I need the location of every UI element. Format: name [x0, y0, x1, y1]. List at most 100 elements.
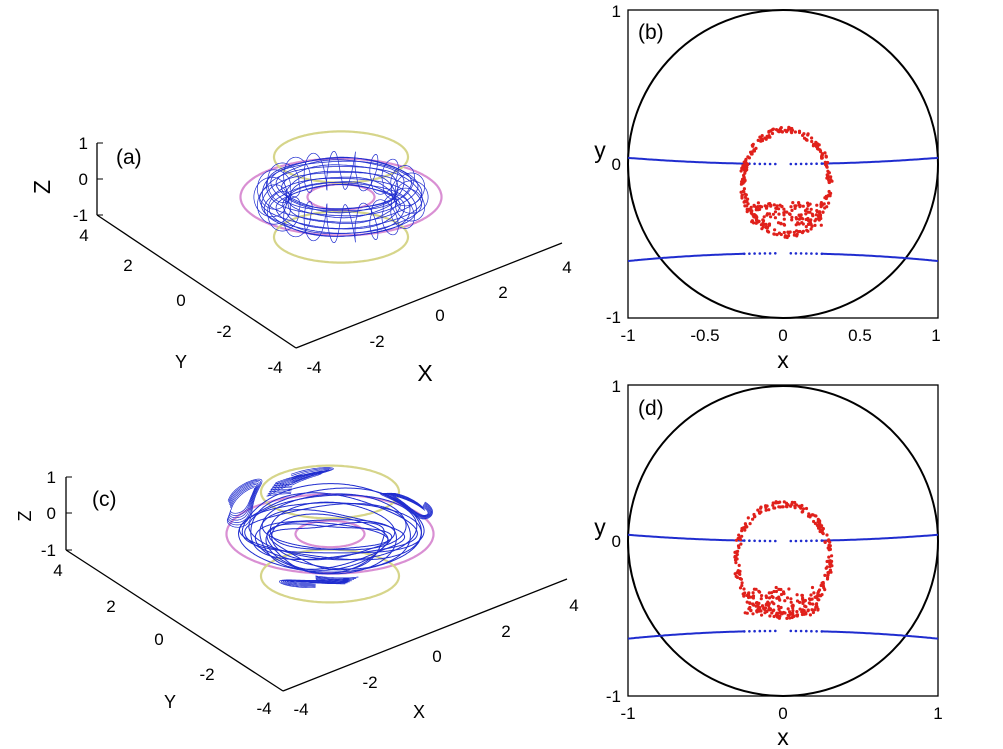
panel-d-red-point: [816, 608, 820, 612]
panel-b-red-point: [766, 229, 770, 233]
panel-b-red-point: [827, 171, 831, 175]
panel-b-red-point: [813, 143, 817, 147]
panel-b-red-point: [790, 218, 794, 222]
panel-d-red-point: [743, 591, 747, 595]
panel-b-red-point: [819, 223, 823, 227]
panel-b-red-point: [740, 196, 744, 200]
panel-d-red-point: [801, 507, 806, 511]
panel-c-trajectory-excursion: [226, 478, 263, 528]
panel-c-trajectory-excursion: [388, 492, 430, 517]
panel-d-red-point: [818, 519, 822, 523]
panel-d-x-tick-label: -1: [620, 704, 635, 723]
panel-d-red-point: [825, 533, 829, 537]
panel-b-red-point: [789, 205, 793, 209]
panel-d-red-point: [751, 517, 755, 521]
panel-d-blue-dot: [743, 630, 746, 633]
panel-b-red-point: [810, 139, 814, 144]
panel-c-trajectory-excursion: [229, 485, 256, 516]
panel-d-blue-curve-left: [627, 533, 745, 542]
panel-d-red-point: [760, 613, 764, 617]
panel-b-red-point: [777, 128, 781, 132]
panel-b-red-point: [745, 204, 749, 208]
panel-b-red-point: [782, 223, 787, 227]
panel-d-red-point: [790, 604, 794, 608]
panel-a-y-tick-label: 0: [176, 291, 185, 310]
panel-b-blue-dot: [743, 252, 746, 256]
panel-c-trajectory-excursion: [229, 484, 257, 519]
panel-b-red-point: [806, 133, 810, 137]
panel-d-red-point: [814, 514, 818, 518]
panel-b-red-point: [772, 232, 776, 236]
panel-b-red-point: [767, 223, 772, 227]
panel-c-trajectory-excursion: [269, 469, 330, 493]
panel-d-red-point: [772, 602, 776, 606]
panel-b-red-point: [756, 201, 761, 205]
panel-d-red-point: [739, 577, 744, 581]
panel-b-y-tick-label: -1: [606, 308, 621, 327]
panel-b-red-point: [797, 222, 801, 226]
panel-b-x-label: x: [777, 347, 789, 373]
panel-b-blue-dot: [768, 162, 772, 166]
panel-b-red-point: [790, 131, 794, 135]
panel-b-red-point: [818, 149, 823, 153]
panel-b-red-point: [826, 160, 830, 165]
panel-d-red-point: [739, 542, 743, 546]
panel-d-red-point: [791, 609, 795, 613]
panel-b-blue-dot: [758, 162, 762, 166]
panel-d-blue-dot: [815, 630, 818, 633]
panel-c-trajectory-loop: [261, 493, 407, 551]
panel-d-blue-dot: [768, 539, 772, 543]
panel-d-red-point: [763, 611, 767, 615]
panel-a-trajectory-band: [270, 156, 412, 212]
panel-d-red-point: [826, 571, 831, 575]
panel-a-axes: 1 0 -1 Z 4 2 0 -2 -4 Y -4 -2 0 2 4 X: [29, 134, 572, 386]
panel-d-red-point: [781, 590, 786, 594]
panel-d-red-point: [736, 569, 741, 573]
panel-d-red-point: [748, 522, 752, 526]
panel-d-red-point: [803, 598, 808, 603]
panel-d-red-point: [754, 604, 758, 608]
panel-d-red-point: [735, 557, 739, 561]
panel-d-red-point: [808, 515, 812, 519]
panel-c-axes: 1 0 -1 Z 4 2 0 -2 -4 Y -4 -2 0 2 4 X: [15, 468, 579, 722]
panel-d-red-point: [806, 609, 810, 613]
panel-d-x-tick-label: 0: [778, 704, 787, 723]
panel-c-trajectory-loop: [268, 521, 385, 571]
panel-d-red-point: [764, 595, 769, 600]
panel-b-red-point: [760, 134, 764, 138]
panel-d-y-tick-label: 0: [612, 532, 621, 551]
panel-c-y-label: Y: [164, 692, 176, 712]
panel-d-red-point: [807, 512, 811, 516]
panel-c-z-tick-label: -1: [41, 541, 56, 560]
panel-b-red-point: [787, 231, 791, 235]
panel-d-blue-dot: [794, 539, 798, 543]
panel-d-red-point: [788, 610, 792, 614]
panel-b-red-point: [783, 210, 787, 214]
panel-b-red-point: [820, 152, 824, 156]
panel-b-red-point: [744, 193, 748, 197]
panel-d-red-point: [774, 500, 778, 504]
panel-d-red-point: [830, 554, 834, 558]
panel-c-trajectory-excursion: [284, 577, 353, 585]
panel-c-trajectory-excursion: [380, 493, 433, 520]
panel-d-red-point: [811, 513, 815, 517]
panel-d-red-point: [746, 516, 750, 520]
panel-b-blue-dot: [789, 162, 793, 166]
panel-d-blue-dot: [789, 629, 793, 633]
panel-b-red-points: [739, 125, 834, 240]
panel-d-red-point: [823, 540, 827, 544]
panel-d-red-point: [786, 503, 790, 507]
panel-b-red-point: [787, 127, 791, 131]
panel-d-red-point: [737, 571, 741, 576]
panel-b-red-point: [809, 222, 813, 227]
panel-b-red-point: [773, 228, 777, 232]
panel-b-red-point: [775, 206, 779, 210]
panel-b-red-point: [823, 206, 827, 210]
panel-d-blue-dot: [774, 629, 777, 633]
panel-d-red-point: [790, 615, 794, 620]
panel-a-y-tick-label: 2: [123, 256, 132, 275]
panel-a-label: (a): [116, 146, 142, 169]
panel-c-trajectory-excursion: [227, 479, 261, 526]
panel-b-red-point: [764, 222, 768, 226]
panel-b-red-point: [823, 151, 827, 155]
